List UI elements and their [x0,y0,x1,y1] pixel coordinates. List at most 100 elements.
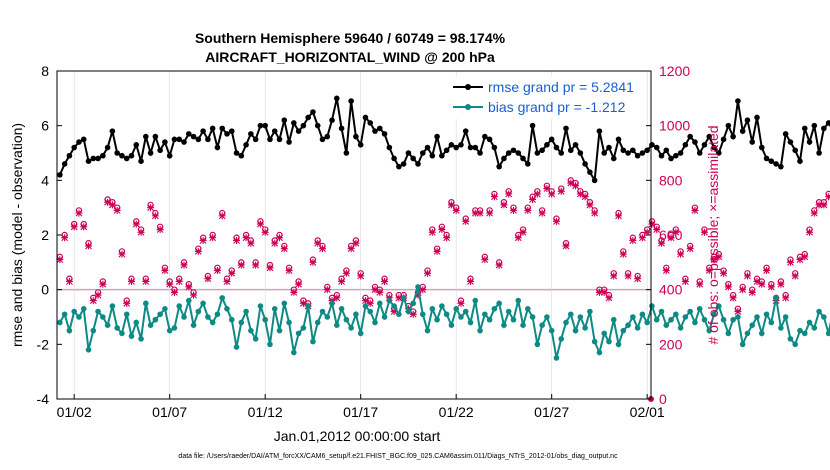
bias-point [324,314,331,320]
bias-point [357,330,364,337]
bias-point [720,316,727,323]
bias-point [205,314,211,320]
bias-point [520,322,526,329]
rmse-point [391,155,397,162]
obs-assimilated-point [323,286,331,294]
bias-point [90,327,97,334]
bias-point [381,314,388,320]
rmse-point [587,169,593,175]
bias-point [692,319,698,326]
bias-point [453,306,459,312]
rmse-point [773,161,779,167]
bias-point [429,306,436,312]
obs-assimilated-point [686,245,694,253]
bias-point [816,308,822,315]
obs-assimilated-point [743,272,751,280]
rmse-point [200,128,206,134]
bias-point [553,355,560,361]
rmse-point [262,122,268,129]
rmse-point [496,163,502,170]
bias-point [376,300,383,307]
bias-point [190,322,197,329]
obs-assimilated-point [309,258,317,266]
left-y-axis-label: rmse and bias (model - observation) [9,123,25,347]
rmse-point [467,144,474,151]
rmse-point [281,117,288,123]
rmse-point [415,161,421,167]
data-file-footer: data file: /Users/raeder/DAI/ATM_forcXX/… [178,453,618,460]
bias-point [147,322,154,329]
right-y-tick-label: 1200 [659,63,690,79]
obs-assimilated-point [252,261,260,269]
bias-point [162,306,168,312]
obs-assimilated-point [462,217,470,225]
rmse-point [482,133,488,140]
obs-assimilated-point [56,256,64,264]
obs-assimilated-point [486,209,494,217]
bias-point [171,325,178,331]
rmse-point [80,136,87,143]
rmse-point [787,139,794,145]
bias-point [754,314,760,320]
obs-assimilated-point [137,228,145,236]
obs-assimilated-point [347,245,355,253]
obs-assimilated-point [342,269,350,277]
obs-assimilated-point [576,190,584,198]
bias-point [209,319,216,326]
rmse-point [434,133,440,140]
rmse-point [534,150,541,156]
bias-point [95,308,101,315]
bias-point [606,338,612,345]
bias-point [501,322,507,329]
obs-assimilated-point [123,299,131,307]
obs-assimilated-point [519,228,527,236]
rmse-point [644,147,650,154]
obs-assimilated-point [457,299,465,307]
bias-point [615,341,622,348]
rmse-point [238,152,245,159]
rmse-point [572,142,579,148]
bias-point [782,314,789,320]
obs-assimilated-point [409,310,417,318]
bias-point [243,308,249,315]
rmse-point [768,158,775,164]
rmse-point [329,117,335,123]
bias-point [778,325,784,331]
rmse-point [668,155,674,162]
bias-point [133,319,140,326]
bias-point [534,341,541,348]
rmse-point [462,128,469,134]
rmse-point [334,95,340,102]
obs-assimilated-point [638,234,646,242]
obs-assimilated-point [724,283,732,291]
bias-point [329,300,335,307]
bias-point [286,319,292,326]
rmse-point [119,152,125,159]
bias-point [300,325,307,331]
rmse-point [214,144,221,151]
bias-point [119,330,125,337]
obs-assimilated-point [791,272,799,280]
rmse-point [701,142,708,148]
bias-point [76,314,82,320]
obs-assimilated-point [624,272,632,280]
bias-point [739,341,746,348]
bias-point [649,303,655,309]
obs-assimilated-point [180,261,188,269]
rmse-point [720,136,727,143]
obs-assimilated-point [314,239,322,247]
bias-point [625,322,631,329]
obs-assimilated-point [471,209,479,217]
obs-assimilated-point [108,201,116,209]
bias-point [563,319,569,326]
rmse-point [419,150,426,156]
rmse-point [71,144,77,151]
obs-assimilated-point [85,242,93,250]
x-tick-label: 02/01 [630,404,665,420]
obs-assimilated-point [371,286,379,294]
bias-point [181,314,187,320]
obs-assimilated-point [734,308,742,316]
obs-assimilated-point [806,228,814,236]
obs-assimilated-point [634,275,642,283]
bias-point [687,308,693,315]
